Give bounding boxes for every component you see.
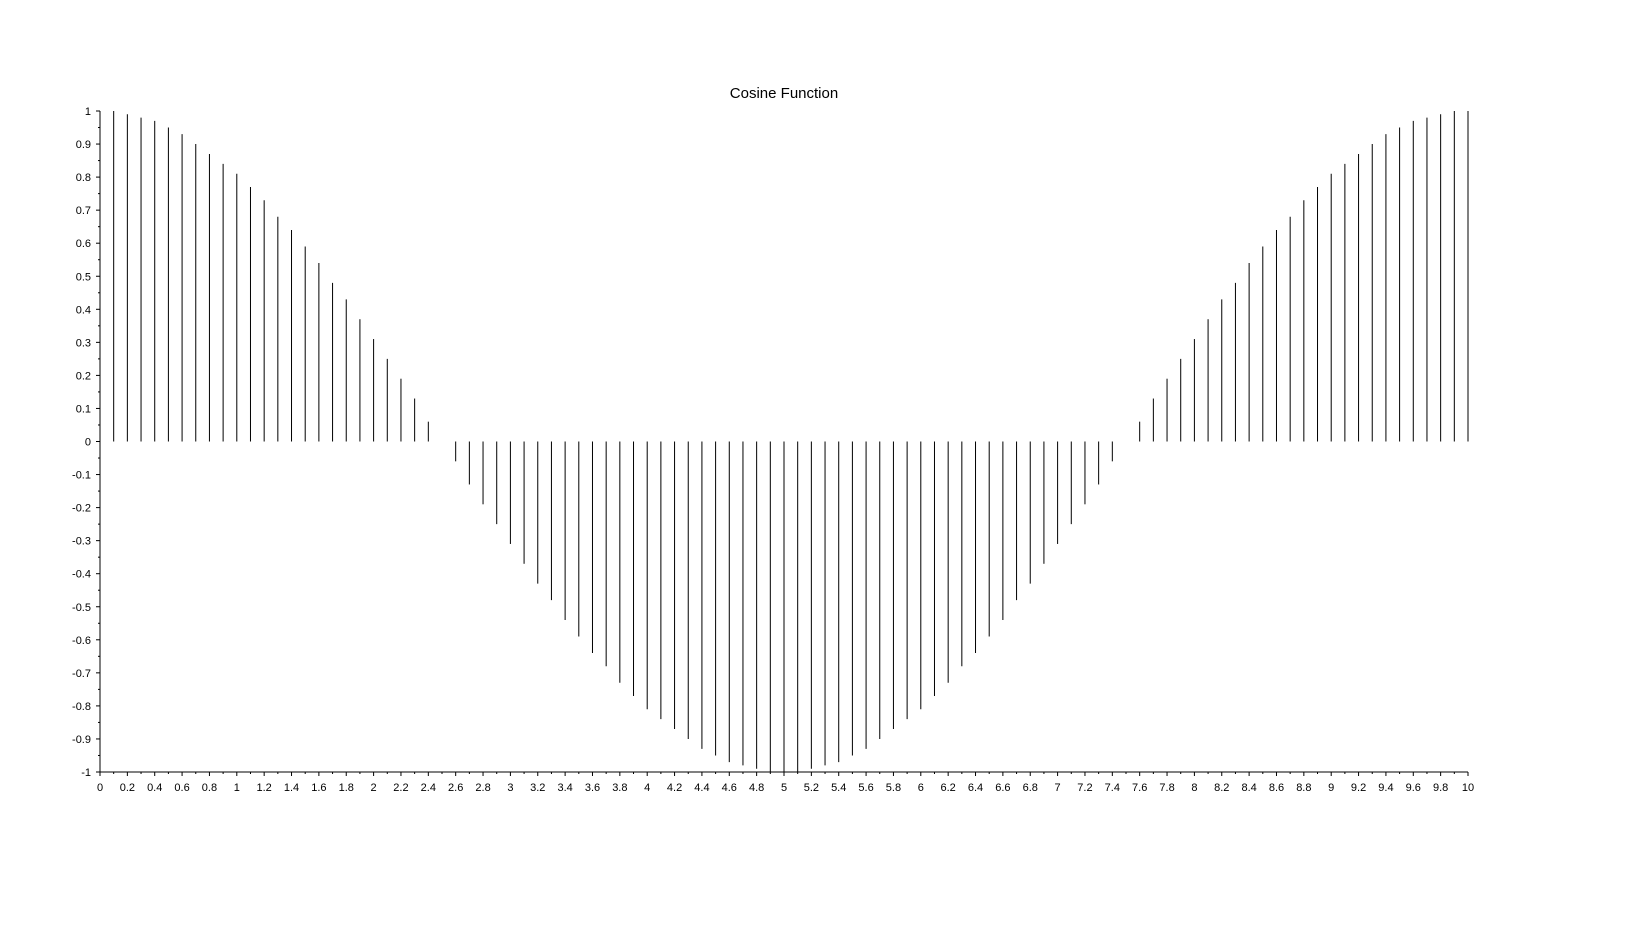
y-tick-label: -0.5: [72, 602, 91, 614]
x-tick-label: 5.8: [886, 782, 901, 794]
x-tick-label: 1.8: [339, 782, 354, 794]
x-tick-label: 0.4: [147, 782, 162, 794]
x-tick-label: 6: [918, 782, 924, 794]
x-tick-label: 7.4: [1105, 782, 1120, 794]
x-tick-label: 4.2: [667, 782, 682, 794]
x-tick-label: 6.4: [968, 782, 983, 794]
y-tick-label: -1: [81, 767, 91, 779]
x-tick-label: 4.6: [722, 782, 737, 794]
x-tick-label: 4: [644, 782, 650, 794]
y-tick-label: 0.4: [76, 304, 91, 316]
y-tick-label: -0.1: [72, 470, 91, 482]
x-tick-label: 1.6: [311, 782, 326, 794]
x-tick-label: 7.6: [1132, 782, 1147, 794]
y-tick-label: -0.8: [72, 701, 91, 713]
y-tick-label: 0.1: [76, 403, 91, 415]
x-tick-label: 3.4: [557, 782, 572, 794]
x-tick-label: 7.2: [1077, 782, 1092, 794]
y-tick-label: 0: [85, 437, 91, 449]
x-tick-label: 9.2: [1351, 782, 1366, 794]
y-tick-label: -0.4: [72, 569, 91, 581]
x-tick-label: 5: [781, 782, 787, 794]
x-tick-label: 9: [1328, 782, 1334, 794]
x-tick-label: 1.2: [257, 782, 272, 794]
x-tick-label: 8.4: [1241, 782, 1256, 794]
x-tick-label: 8.2: [1214, 782, 1229, 794]
x-tick-label: 5.6: [858, 782, 873, 794]
x-tick-label: 10: [1462, 782, 1474, 794]
x-tick-label: 2.6: [448, 782, 463, 794]
x-tick-label: 4.8: [749, 782, 764, 794]
stem-series: [113, 111, 1469, 772]
x-tick-label: 3.2: [530, 782, 545, 794]
x-tick-label: 9.6: [1406, 782, 1421, 794]
x-tick-label: 9.4: [1378, 782, 1393, 794]
x-tick-label: 6.6: [995, 782, 1010, 794]
y-tick-label: 0.2: [76, 370, 91, 382]
x-tick-label: 8.6: [1269, 782, 1284, 794]
x-tick-label: 3: [507, 782, 513, 794]
x-tick-label: 7: [1055, 782, 1061, 794]
axes: 1 0.9 0.8 0.7 0.6 0.5 0.4 0.3 0.2 0.1 0 -0.1 -0.2 -0.…: [72, 106, 1474, 794]
x-tick-label: 8.8: [1296, 782, 1311, 794]
y-tick-label: -0.2: [72, 503, 91, 515]
y-tick-label: 0.9: [76, 139, 91, 151]
x-tick-label: 7.8: [1159, 782, 1174, 794]
y-tick-label: 0.3: [76, 337, 91, 349]
x-tick-label: 5.4: [831, 782, 846, 794]
y-tick-label: 0.8: [76, 172, 91, 184]
x-tick-label: 3.6: [585, 782, 600, 794]
y-tick-label: -0.3: [72, 536, 91, 548]
x-tick-label: 1: [234, 782, 240, 794]
y-tick-label: -0.7: [72, 668, 91, 680]
x-tick-label: 0.2: [120, 782, 135, 794]
x-tick-label: 2.2: [393, 782, 408, 794]
y-tick-label: 0.6: [76, 238, 91, 250]
x-tick-label: 0: [97, 782, 103, 794]
x-tick-label: 3.8: [612, 782, 627, 794]
x-tick-label: 2.8: [475, 782, 490, 794]
x-tick-label: 6.2: [941, 782, 956, 794]
x-tick-label: 2: [371, 782, 377, 794]
x-tick-label: 9.8: [1433, 782, 1448, 794]
x-tick-label: 0.8: [202, 782, 217, 794]
y-tick-label: 0.5: [76, 271, 91, 283]
x-tick-label: 4.4: [694, 782, 709, 794]
x-tick-label: 6.8: [1023, 782, 1038, 794]
x-tick-label: 5.2: [804, 782, 819, 794]
x-tick-label: 8: [1191, 782, 1197, 794]
y-tick-label: -0.9: [72, 734, 91, 746]
y-tick-label: 0.7: [76, 205, 91, 217]
x-tick-label: 2.4: [421, 782, 436, 794]
chart-title: Cosine Function: [730, 85, 838, 102]
y-tick-label: -0.6: [72, 635, 91, 647]
x-tick-label: 1.4: [284, 782, 299, 794]
x-tick-label: 0.6: [174, 782, 189, 794]
y-tick-label: 1: [85, 106, 91, 118]
